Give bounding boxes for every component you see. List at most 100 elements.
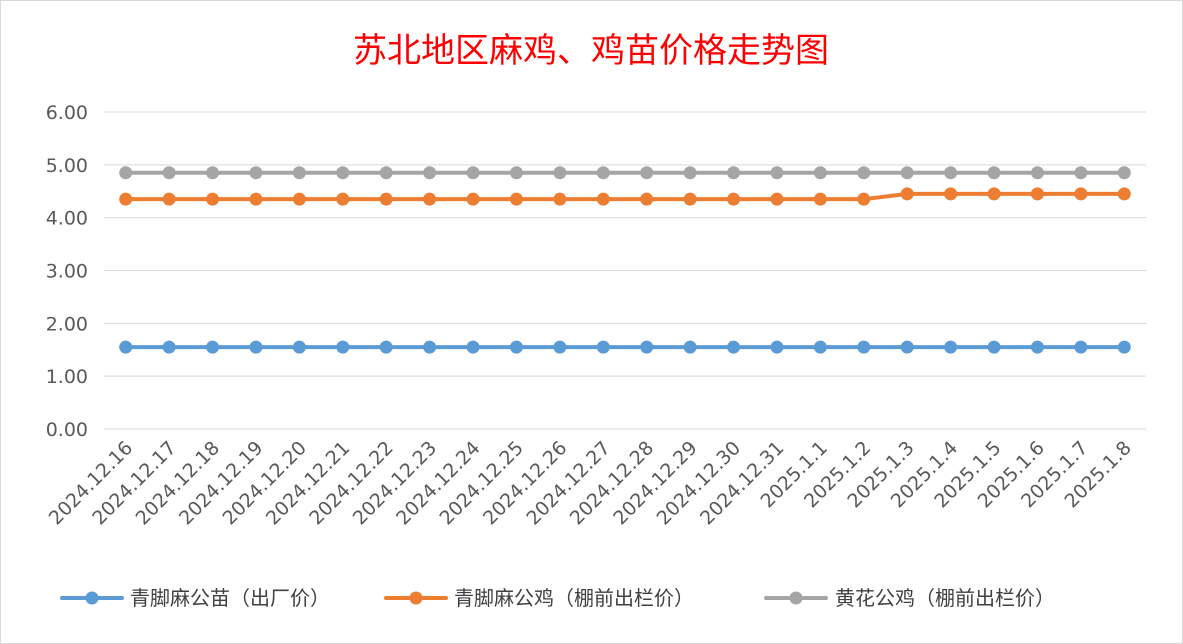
data-point <box>379 192 393 206</box>
data-point <box>336 166 350 180</box>
data-point <box>379 340 393 354</box>
y-tick-label: 4.00 <box>46 208 88 230</box>
series-group <box>119 166 1131 354</box>
data-point <box>336 192 350 206</box>
y-tick-label: 0.00 <box>46 419 88 441</box>
data-point <box>162 340 176 354</box>
x-axis-ticks: 2024.12.162024.12.172024.12.182024.12.19… <box>45 437 1136 529</box>
legend-item: 青脚麻公鸡（棚前出栏价） <box>384 586 694 610</box>
data-point <box>292 192 306 206</box>
data-point <box>900 166 914 180</box>
data-point <box>423 192 437 206</box>
y-tick-label: 5.00 <box>46 155 88 177</box>
data-point <box>987 340 1001 354</box>
data-point <box>119 166 133 180</box>
data-point <box>727 166 741 180</box>
data-point <box>1030 187 1044 201</box>
data-point <box>292 340 306 354</box>
series-1 <box>119 187 1131 206</box>
legend-label: 青脚麻公鸡（棚前出栏价） <box>454 586 694 610</box>
y-tick-label: 2.00 <box>46 313 88 335</box>
gridlines <box>104 111 1146 430</box>
data-point <box>857 192 871 206</box>
data-point <box>987 166 1001 180</box>
data-point <box>987 187 1001 201</box>
data-point <box>249 192 263 206</box>
legend-label: 黄花公鸡（棚前出栏价） <box>835 586 1055 610</box>
data-point <box>857 166 871 180</box>
data-point <box>206 192 220 206</box>
data-point <box>162 166 176 180</box>
data-point <box>379 166 393 180</box>
data-point <box>553 340 567 354</box>
data-point <box>596 192 610 206</box>
data-point <box>206 166 220 180</box>
data-point <box>1074 340 1088 354</box>
legend-marker <box>85 591 99 605</box>
y-tick-label: 6.00 <box>46 102 88 124</box>
legend-marker <box>789 591 803 605</box>
data-point <box>553 166 567 180</box>
data-point <box>1117 187 1131 201</box>
legend-label: 青脚麻公苗（出厂价） <box>130 586 330 610</box>
data-point <box>640 340 654 354</box>
legend-item: 青脚麻公苗（出厂价） <box>60 586 330 610</box>
data-point <box>944 187 958 201</box>
data-point <box>770 340 784 354</box>
data-point <box>857 340 871 354</box>
data-point <box>336 340 350 354</box>
data-point <box>509 192 523 206</box>
data-point <box>292 166 306 180</box>
data-point <box>900 187 914 201</box>
series-2 <box>119 166 1131 180</box>
data-point <box>206 340 220 354</box>
data-point <box>813 340 827 354</box>
data-point <box>900 340 914 354</box>
data-point <box>509 166 523 180</box>
data-point <box>944 166 958 180</box>
data-point <box>727 192 741 206</box>
data-point <box>683 166 697 180</box>
legend-item: 黄花公鸡（棚前出栏价） <box>764 586 1055 610</box>
legend-marker <box>409 591 423 605</box>
series-0 <box>119 340 1131 354</box>
data-point <box>119 340 133 354</box>
data-point <box>466 340 480 354</box>
series-line <box>123 191 1127 202</box>
data-point <box>640 192 654 206</box>
y-tick-label: 1.00 <box>46 366 88 388</box>
data-point <box>770 166 784 180</box>
data-point <box>466 192 480 206</box>
data-point <box>596 166 610 180</box>
data-point <box>249 340 263 354</box>
data-point <box>683 340 697 354</box>
data-point <box>553 192 567 206</box>
data-point <box>1074 166 1088 180</box>
data-point <box>466 166 480 180</box>
data-point <box>162 192 176 206</box>
data-point <box>770 192 784 206</box>
data-point <box>1030 340 1044 354</box>
data-point <box>509 340 523 354</box>
data-point <box>1074 187 1088 201</box>
chart-title: 苏北地区麻鸡、鸡苗价格走势图 <box>353 31 829 71</box>
data-point <box>1117 340 1131 354</box>
data-point <box>640 166 654 180</box>
legend: 青脚麻公苗（出厂价） 青脚麻公鸡（棚前出栏价） 黄花公鸡（棚前出栏价） <box>60 586 1055 610</box>
data-point <box>1117 166 1131 180</box>
data-point <box>944 340 958 354</box>
y-axis-ticks: 0.00 1.00 2.00 3.00 4.00 5.00 6.00 <box>46 102 88 441</box>
data-point <box>423 166 437 180</box>
data-point <box>249 166 263 180</box>
data-point <box>683 192 697 206</box>
data-point <box>727 340 741 354</box>
y-tick-label: 3.00 <box>46 261 88 283</box>
data-point <box>423 340 437 354</box>
data-point <box>813 166 827 180</box>
data-point <box>813 192 827 206</box>
data-point <box>119 192 133 206</box>
data-point <box>596 340 610 354</box>
data-point <box>1030 166 1044 180</box>
